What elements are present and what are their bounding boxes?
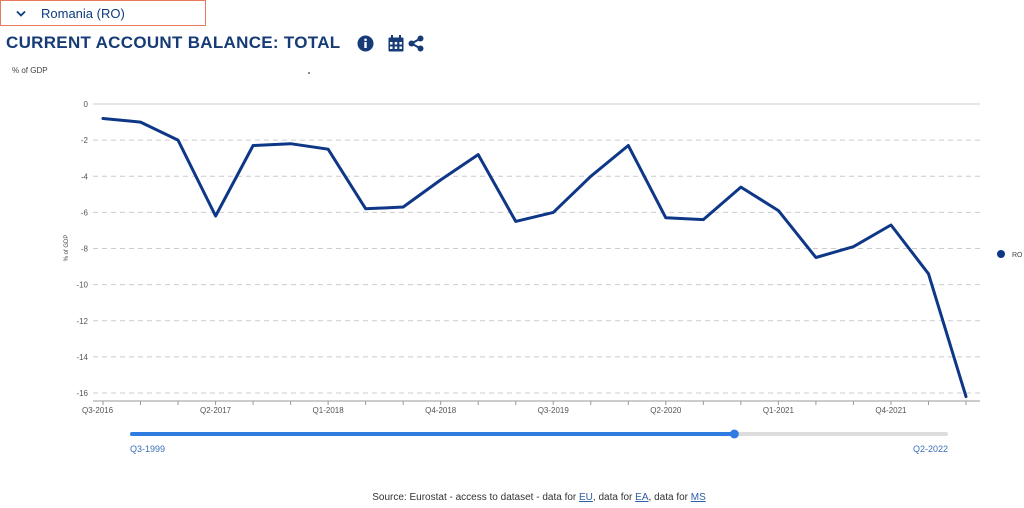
y-tick-label: -10 bbox=[76, 281, 88, 290]
x-tick-label: Q4-2018 bbox=[425, 406, 457, 415]
data-point bbox=[927, 272, 930, 275]
eu-data-link[interactable]: EU bbox=[579, 492, 593, 503]
slider-start-label: Q3-1999 bbox=[130, 444, 165, 454]
ea-data-link[interactable]: EA bbox=[635, 492, 649, 503]
data-point bbox=[890, 224, 892, 226]
x-tick-label: Q1-2021 bbox=[763, 406, 795, 415]
share-icon[interactable] bbox=[408, 35, 424, 52]
data-point bbox=[665, 216, 667, 219]
x-tick-label: Q1-2018 bbox=[313, 406, 345, 415]
data-point bbox=[627, 144, 630, 147]
data-point bbox=[552, 211, 555, 214]
data-point bbox=[102, 117, 104, 120]
chart-header: CURRENT ACCOUNT BALANCE: TOTAL bbox=[6, 32, 424, 54]
data-point bbox=[439, 179, 442, 181]
access-dataset-text[interactable]: access to dataset bbox=[455, 492, 534, 503]
y-tick-label: -6 bbox=[81, 208, 89, 217]
legend-label[interactable]: RO bbox=[1012, 252, 1023, 259]
source-sep-1: - data for bbox=[533, 492, 580, 503]
data-point bbox=[214, 215, 217, 217]
slider-end-label: Q2-2022 bbox=[913, 444, 948, 454]
data-point bbox=[327, 148, 329, 150]
source-sep-3: , data for bbox=[648, 492, 691, 503]
data-point bbox=[177, 139, 179, 141]
country-select-label: Romania (RO) bbox=[41, 5, 125, 21]
y-tick-label: -12 bbox=[76, 317, 88, 326]
chevron-down-icon bbox=[1, 10, 41, 17]
data-point bbox=[589, 175, 592, 178]
y-tick-label: -4 bbox=[81, 172, 89, 181]
source-note: Source: Eurostat - access to dataset - d… bbox=[0, 492, 1024, 503]
divider-dot bbox=[308, 72, 310, 74]
country-select[interactable]: Romania (RO) bbox=[0, 0, 206, 26]
y-tick-label: -2 bbox=[81, 136, 89, 145]
y-tick-label: -8 bbox=[81, 245, 89, 254]
x-tick-label: Q2-2020 bbox=[650, 406, 682, 415]
data-point bbox=[477, 153, 480, 156]
source-sep-2: , data for bbox=[592, 492, 636, 503]
x-tick-label: Q2-2017 bbox=[200, 406, 232, 415]
x-tick-label: Q3-2019 bbox=[538, 406, 570, 415]
source-prefix: Source: Eurostat - bbox=[372, 492, 456, 503]
unit-label: % of GDP bbox=[12, 66, 48, 75]
data-point bbox=[402, 206, 404, 208]
data-point bbox=[815, 256, 817, 259]
data-point bbox=[702, 218, 705, 221]
x-tick-label: Q3-2016 bbox=[82, 406, 114, 415]
data-point bbox=[252, 144, 254, 147]
slider-handle[interactable] bbox=[729, 429, 739, 439]
line-chart: 0 -2 -4 -6 -8 -10 -12 -14 -16 Q3-2016 Q2-2017 Q1-20… bbox=[64, 100, 1023, 454]
legend-marker[interactable] bbox=[997, 250, 1005, 258]
calendar-icon[interactable] bbox=[388, 34, 404, 52]
chart-title: CURRENT ACCOUNT BALANCE: TOTAL bbox=[6, 33, 341, 52]
x-tick-label: Q4-2021 bbox=[875, 406, 907, 415]
data-point bbox=[514, 220, 517, 223]
y-tick-label: -14 bbox=[76, 353, 88, 362]
ms-data-link[interactable]: MS bbox=[690, 492, 706, 503]
data-point bbox=[740, 186, 742, 188]
data-point bbox=[139, 121, 142, 123]
y-tick-label: 0 bbox=[84, 100, 89, 109]
info-icon[interactable] bbox=[357, 35, 374, 52]
data-point bbox=[965, 395, 967, 398]
data-point bbox=[852, 245, 855, 248]
data-point bbox=[289, 142, 292, 145]
y-tick-label: -16 bbox=[76, 389, 88, 398]
series-line-ro bbox=[101, 117, 968, 399]
data-point bbox=[364, 207, 367, 210]
y-axis-label: % of GDP bbox=[64, 235, 70, 262]
data-point bbox=[777, 209, 780, 212]
